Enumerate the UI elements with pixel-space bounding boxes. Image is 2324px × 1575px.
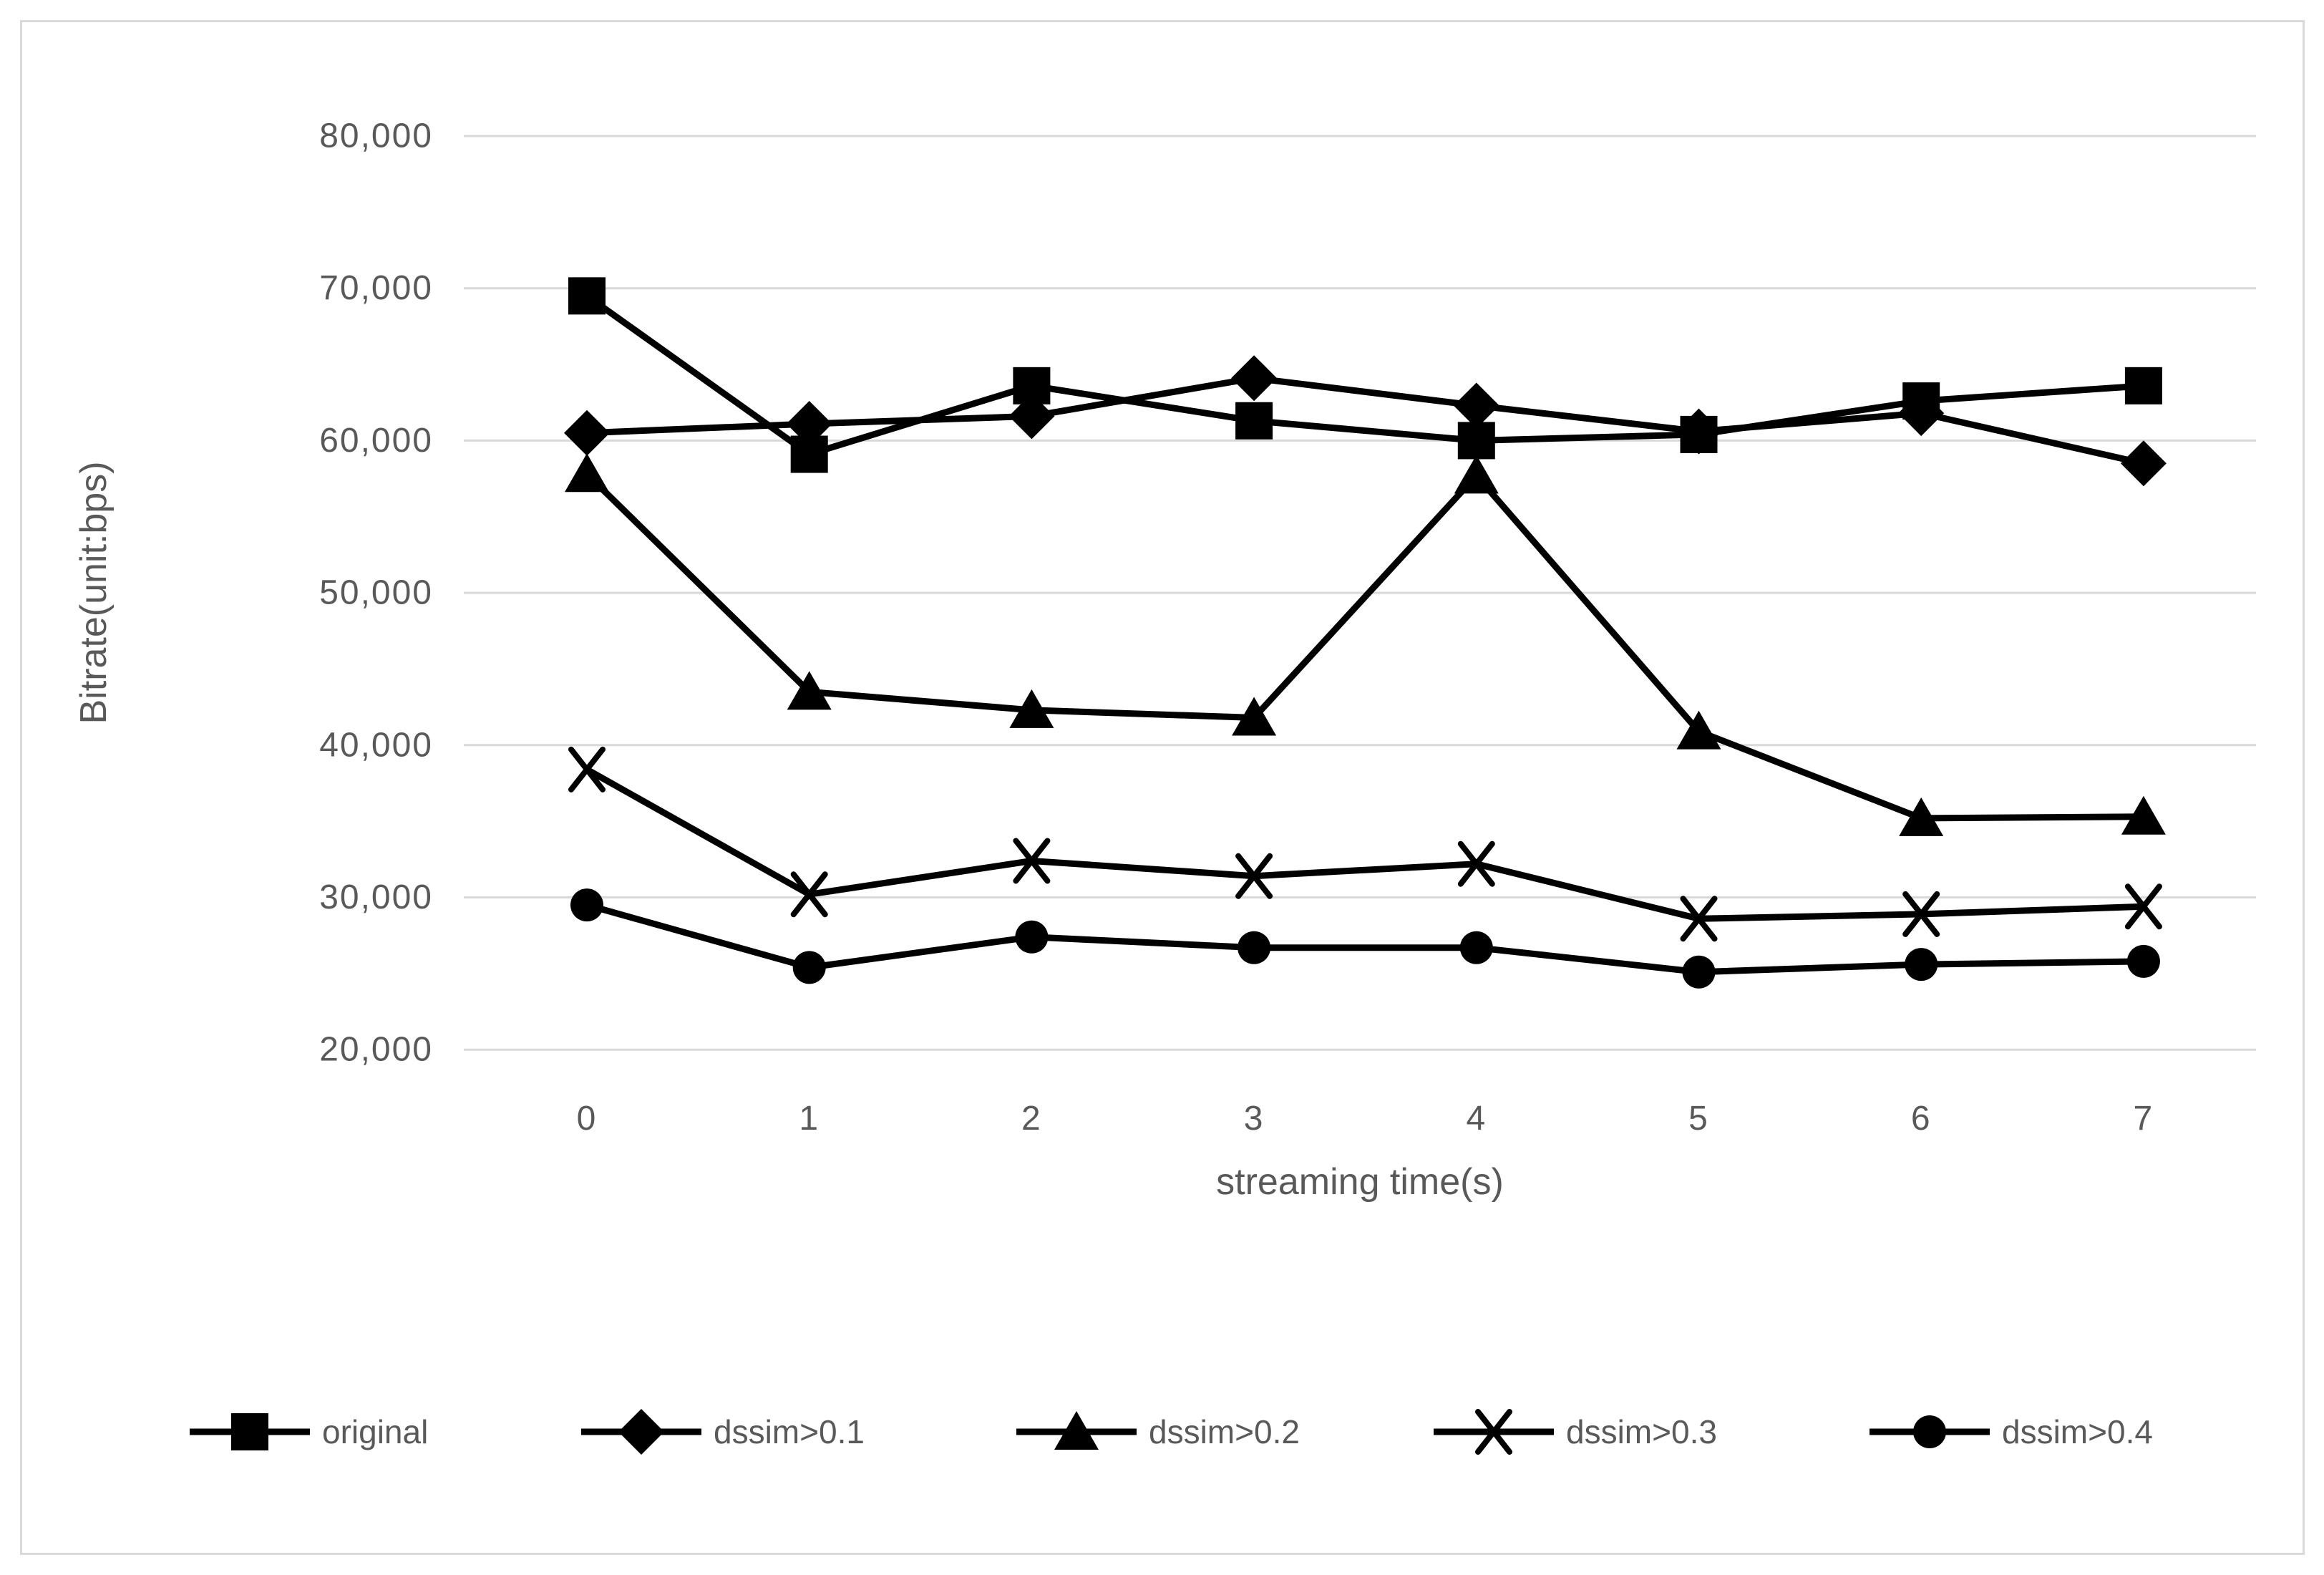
legend-item-dssim>0.1: dssim>0.1: [581, 1409, 865, 1455]
legend-label: dssim>0.2: [1149, 1413, 1300, 1450]
triangle-marker: [1676, 710, 1721, 750]
triangle-marker: [1054, 1411, 1099, 1450]
x-axis-tick-labels: 0 1 2 3 4 5 6 7: [577, 1100, 2154, 1138]
square-marker: [1680, 415, 1718, 453]
x-marker: [1013, 838, 1051, 884]
y-tick-label: 50,000: [319, 574, 433, 612]
triangle-marker: [1899, 797, 1944, 836]
legend-label: dssim>0.4: [2002, 1413, 2153, 1450]
triangle-marker: [1009, 689, 1054, 728]
y-tick-label: 30,000: [319, 878, 433, 916]
square-marker: [1902, 382, 1940, 420]
square-marker: [1013, 367, 1051, 404]
series-dssim>0.4: [570, 888, 2160, 989]
chart-legend: original dssim>0.1 dssim>0.2 dssim>0.3 dssim…: [190, 1409, 2153, 1455]
legend-label: dssim>0.1: [714, 1413, 865, 1450]
square-marker: [790, 435, 828, 473]
circle-marker: [1682, 955, 1716, 989]
circle-marker: [1905, 948, 1938, 982]
x-tick-label: 1: [799, 1100, 820, 1138]
circle-marker: [1015, 920, 1049, 954]
square-marker: [1457, 422, 1495, 460]
series-line: [585, 901, 2144, 976]
x-marker: [568, 746, 606, 793]
x-marker: [790, 871, 828, 918]
y-tick-label: 80,000: [319, 117, 433, 155]
legend-item-dssim>0.4: dssim>0.4: [1870, 1413, 2153, 1450]
diamond-marker: [1453, 382, 1499, 429]
square-marker: [231, 1413, 268, 1450]
x-marker: [1475, 1409, 1512, 1455]
diamond-marker: [564, 410, 610, 456]
circle-marker: [1459, 931, 1493, 964]
x-tick-label: 0: [577, 1100, 598, 1138]
diamond-marker: [786, 401, 832, 447]
series-dssim>0.3: [568, 746, 2162, 942]
series-line: [585, 766, 2144, 922]
y-tick-label: 20,000: [319, 1031, 433, 1069]
triangle-marker: [787, 671, 832, 710]
x-marker: [2124, 883, 2162, 930]
legend-item-original: original: [190, 1413, 428, 1450]
triangle-marker: [2121, 795, 2166, 835]
y-tick-label: 40,000: [319, 726, 433, 764]
x-marker: [1457, 840, 1495, 887]
legend-label: dssim>0.3: [1566, 1413, 1717, 1450]
x-axis-title: streaming time(s): [1216, 1161, 1504, 1203]
x-marker: [1235, 853, 1273, 899]
circle-marker: [2126, 944, 2160, 978]
series-layer: [564, 277, 2167, 989]
gridlines: [464, 135, 2256, 1051]
circle-marker: [792, 951, 826, 984]
y-tick-label: 60,000: [319, 422, 433, 460]
triangle-marker: [1232, 697, 1277, 736]
series-original: [568, 277, 2162, 473]
square-marker: [1235, 402, 1273, 440]
y-axis-tick-labels: 20,000 30,000 40,000 50,000 60,000 70,000 80,0…: [319, 117, 433, 1069]
triangle-marker: [1454, 455, 1499, 494]
triangle-marker: [565, 453, 609, 493]
x-tick-label: 6: [1911, 1100, 1932, 1138]
x-marker: [1680, 896, 1718, 942]
y-tick-label: 70,000: [319, 269, 433, 307]
diamond-marker: [1008, 393, 1055, 440]
series-line: [586, 374, 2144, 467]
circle-marker: [1238, 931, 1271, 964]
square-marker: [2124, 367, 2162, 404]
x-tick-label: 7: [2134, 1100, 2154, 1138]
series-line: [585, 293, 2144, 458]
x-tick-label: 2: [1021, 1100, 1042, 1138]
circle-marker: [570, 888, 603, 922]
diamond-marker: [1231, 355, 1278, 402]
diamond-marker: [618, 1409, 664, 1455]
x-tick-label: 5: [1688, 1100, 1709, 1138]
legend-item-dssim>0.3: dssim>0.3: [1434, 1409, 1717, 1455]
legend-label: original: [322, 1413, 428, 1450]
legend-item-dssim>0.2: dssim>0.2: [1016, 1411, 1300, 1450]
circle-marker: [1913, 1415, 1946, 1448]
x-marker: [1902, 891, 1940, 937]
y-axis-title: Bitrate(unit:bps): [73, 461, 115, 724]
square-marker: [568, 277, 606, 315]
series-dssim>0.2: [565, 453, 2166, 836]
diamond-marker: [2120, 440, 2167, 487]
series-line: [584, 471, 2144, 822]
x-tick-label: 3: [1244, 1100, 1265, 1138]
x-tick-label: 4: [1466, 1100, 1487, 1138]
